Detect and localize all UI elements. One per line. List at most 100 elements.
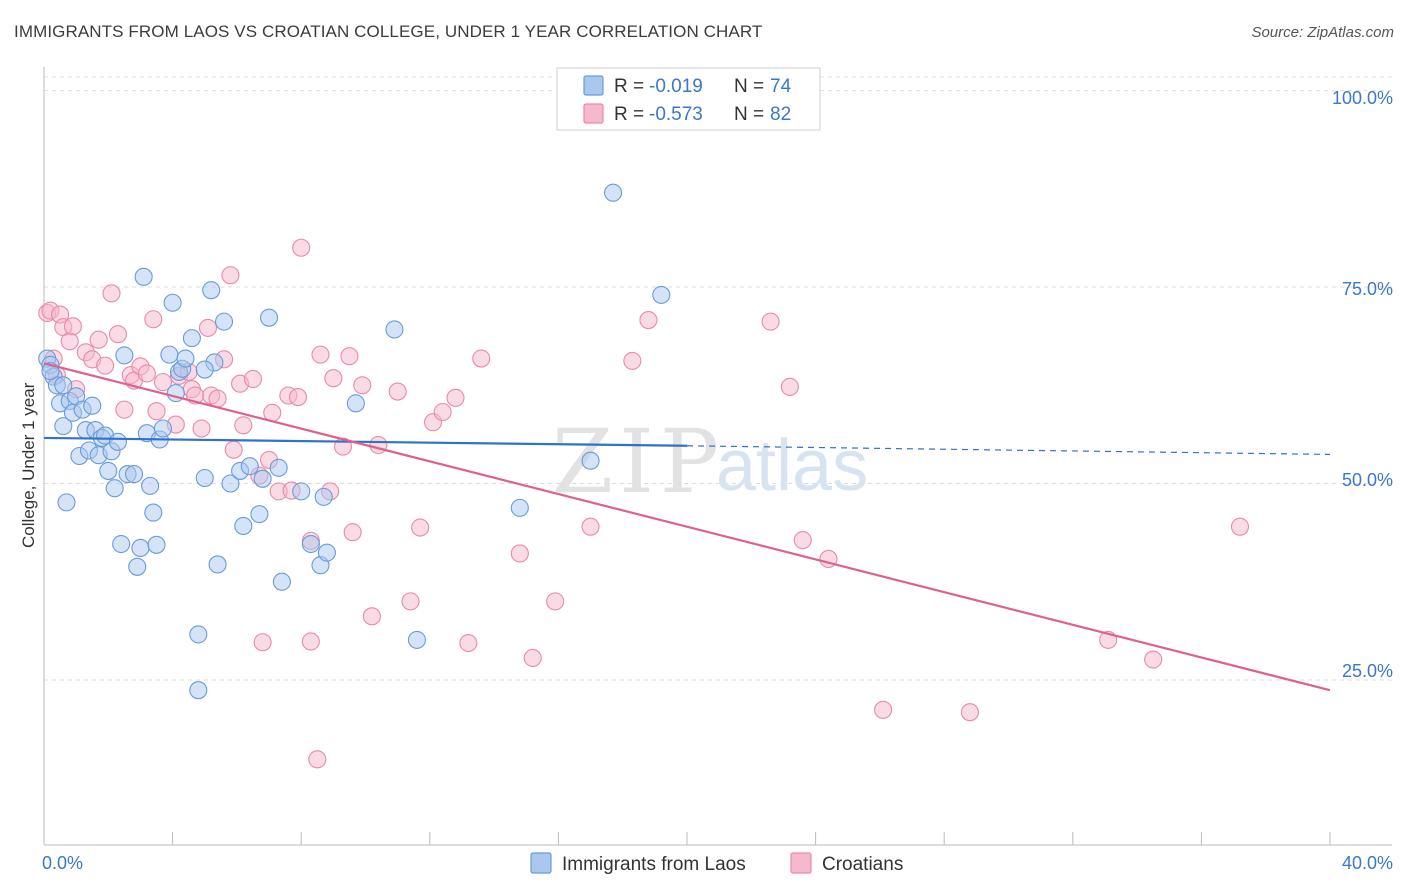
data-point xyxy=(346,394,365,413)
data-point xyxy=(623,351,642,370)
data-point xyxy=(163,293,182,312)
data-point xyxy=(292,238,311,257)
data-point xyxy=(112,534,131,554)
data-point xyxy=(317,543,336,562)
data-point xyxy=(221,474,240,493)
y-axis-label: College, Under 1 year xyxy=(19,382,38,548)
data-point xyxy=(137,364,156,383)
data-point xyxy=(115,346,134,365)
data-point xyxy=(1230,517,1250,536)
data-point xyxy=(57,493,76,512)
data-point xyxy=(362,607,381,626)
data-point xyxy=(208,389,227,408)
data-point xyxy=(546,592,565,611)
legend-swatch-croatians xyxy=(790,852,812,874)
data-point xyxy=(189,681,208,700)
data-point xyxy=(134,267,153,286)
data-point xyxy=(63,317,82,336)
data-point xyxy=(153,419,173,438)
data-point xyxy=(54,417,73,436)
croatians-n-label: N = xyxy=(734,104,764,125)
data-point xyxy=(131,538,150,557)
data-point xyxy=(189,625,208,644)
data-point xyxy=(108,432,127,451)
laos-n-label: N = xyxy=(734,76,764,97)
data-point xyxy=(96,356,115,375)
data-point xyxy=(874,700,893,719)
data-point xyxy=(153,373,173,392)
data-point xyxy=(411,518,430,537)
data-point xyxy=(510,544,529,563)
watermark: ZIP atlas xyxy=(552,410,868,513)
data-point xyxy=(311,345,330,364)
data-point xyxy=(54,376,73,395)
watermark-zip: ZIP xyxy=(552,410,725,513)
y-tick-label: 75.0% xyxy=(1342,279,1393,299)
laos-n-value: 74 xyxy=(770,76,792,97)
data-point xyxy=(343,523,362,542)
data-point xyxy=(221,266,240,285)
data-point xyxy=(340,347,359,366)
data-point xyxy=(472,349,491,368)
data-point xyxy=(144,503,163,522)
data-point xyxy=(240,457,259,476)
data-point xyxy=(195,360,214,379)
data-point xyxy=(224,440,243,459)
data-point xyxy=(89,330,108,349)
data-point xyxy=(269,458,288,477)
legend-label-croatians: Croatians xyxy=(822,854,903,875)
data-point xyxy=(581,517,600,536)
laos-r-label: R = xyxy=(614,76,644,97)
data-point xyxy=(581,451,600,470)
croatians-r-label: R = xyxy=(614,104,644,125)
stats-box: R = -0.019 N = 74 R = -0.573 N = 82 xyxy=(556,67,821,131)
data-point xyxy=(652,285,671,304)
data-point xyxy=(761,312,780,331)
data-point xyxy=(433,402,452,422)
laos-r-value: -0.019 xyxy=(649,76,703,97)
croatians-n-value: 82 xyxy=(770,104,791,125)
data-point xyxy=(102,284,121,303)
data-point xyxy=(1144,650,1163,669)
x-tick-label-max: 40.0% xyxy=(1342,853,1393,873)
trend-lines xyxy=(43,362,1331,692)
data-point xyxy=(385,320,404,339)
data-point xyxy=(288,388,308,407)
data-point xyxy=(301,534,320,554)
data-point xyxy=(192,419,211,438)
data-point xyxy=(369,435,388,455)
data-point xyxy=(160,345,179,364)
data-point xyxy=(60,332,79,351)
laos-swatch xyxy=(583,75,604,96)
data-point xyxy=(202,281,221,300)
data-point xyxy=(388,382,407,401)
data-point xyxy=(308,750,327,769)
data-point xyxy=(234,416,253,435)
data-point xyxy=(234,516,253,535)
source-credit: Source: ZipAtlas.com xyxy=(1251,24,1394,41)
data-point xyxy=(253,633,272,652)
data-point xyxy=(105,479,124,498)
legend-label-laos: Immigrants from Laos xyxy=(562,854,746,875)
data-point xyxy=(108,325,127,344)
data-point xyxy=(780,377,799,396)
laos-trend-extension xyxy=(686,445,1331,456)
data-point xyxy=(314,487,333,506)
data-point xyxy=(401,592,420,611)
axes xyxy=(43,67,1392,846)
data-point xyxy=(272,572,291,591)
data-point xyxy=(604,183,623,202)
data-point xyxy=(253,469,272,488)
data-point xyxy=(214,312,234,331)
data-point xyxy=(128,557,147,576)
data-point xyxy=(250,505,269,524)
data-point xyxy=(446,388,465,407)
data-point xyxy=(198,318,218,337)
data-point xyxy=(510,498,529,517)
data-point xyxy=(639,310,658,330)
data-point xyxy=(208,555,227,574)
croatians-swatch xyxy=(583,103,604,124)
data-point xyxy=(176,349,195,368)
data-point xyxy=(793,531,812,550)
